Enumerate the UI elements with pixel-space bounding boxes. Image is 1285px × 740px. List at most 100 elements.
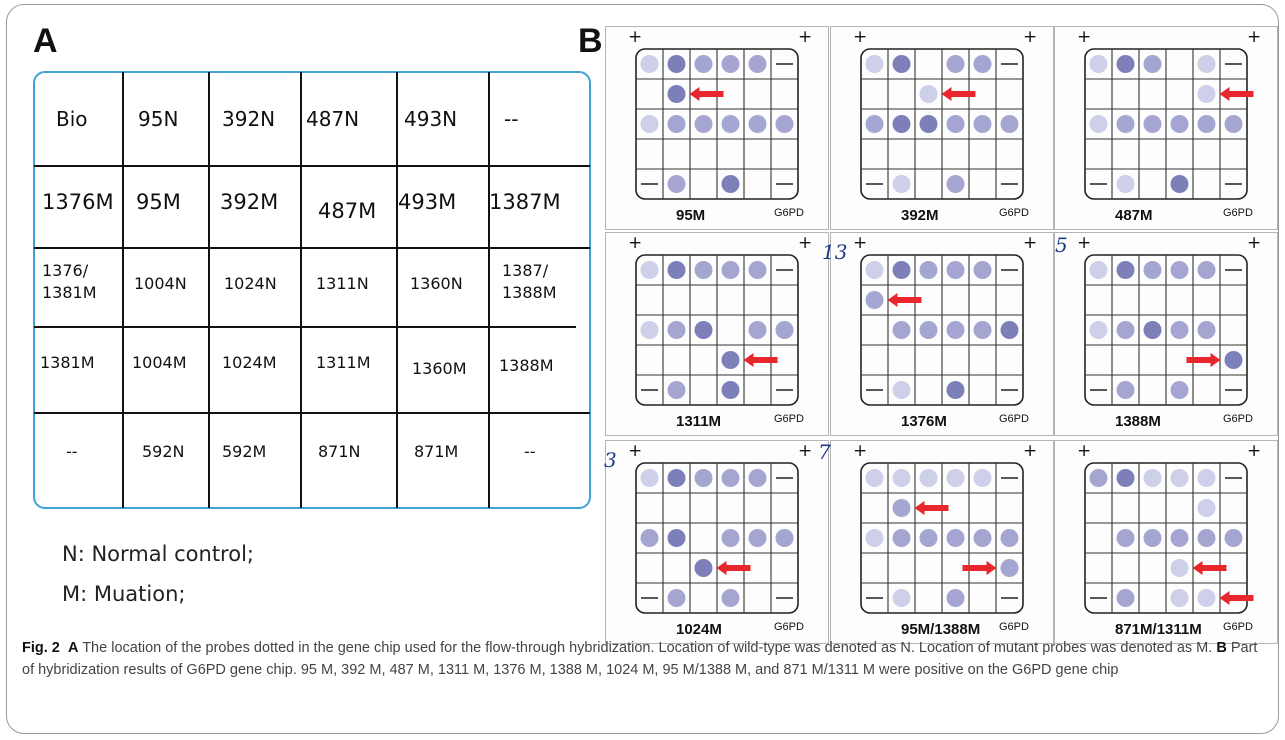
hybridization-dot bbox=[1170, 115, 1189, 133]
hybridization-dot bbox=[1170, 529, 1189, 547]
table-hline bbox=[34, 326, 576, 328]
table-cell: 95N bbox=[138, 107, 179, 131]
plus-mark: + bbox=[1023, 233, 1038, 253]
blot-grid bbox=[635, 254, 799, 406]
table-cell: 493N bbox=[404, 107, 458, 131]
hybridization-dot bbox=[892, 55, 911, 73]
hybridization-dot bbox=[694, 261, 713, 279]
hybridization-dot bbox=[721, 261, 740, 279]
hybridization-dot bbox=[1170, 469, 1189, 487]
figure-frame bbox=[6, 4, 1279, 734]
hybridization-dot bbox=[1000, 559, 1019, 577]
table-cell: -- bbox=[66, 442, 78, 461]
table-cell: 1004M bbox=[132, 353, 187, 372]
table-cell: 95M bbox=[136, 190, 181, 214]
hybridization-dot bbox=[694, 115, 713, 133]
hybridization-dot bbox=[1116, 529, 1135, 547]
table-cell: 1387M bbox=[489, 190, 561, 214]
hybridization-dot bbox=[1143, 469, 1162, 487]
hybridization-dot bbox=[721, 381, 740, 399]
hybridization-dot bbox=[667, 469, 686, 487]
table-cell: -- bbox=[524, 442, 536, 461]
hybridization-dot bbox=[748, 115, 767, 133]
plus-mark: + bbox=[1077, 27, 1092, 47]
hybridization-dot bbox=[667, 261, 686, 279]
caption-b-text: Part of hybridization results of G6PD ge… bbox=[22, 640, 1258, 678]
hybridization-dot bbox=[1089, 321, 1108, 339]
hybridization-dot bbox=[946, 321, 965, 339]
blot-label: 1376M bbox=[901, 413, 947, 430]
caption-a-letter: A bbox=[67, 640, 79, 656]
hybridization-dot bbox=[973, 115, 992, 133]
hybridization-dot bbox=[1116, 469, 1135, 487]
positive-arrow bbox=[962, 561, 997, 575]
hybridization-dot bbox=[640, 261, 659, 279]
blot-grid bbox=[860, 48, 1024, 200]
hybridization-dot bbox=[973, 321, 992, 339]
hybridization-dot bbox=[973, 469, 992, 487]
hybridization-dot bbox=[919, 469, 938, 487]
hybridization-dot bbox=[946, 175, 965, 193]
hybridization-dot bbox=[667, 529, 686, 547]
blot-grid bbox=[860, 254, 1024, 406]
plus-mark: + bbox=[798, 27, 813, 47]
handwritten-mark: 13 bbox=[822, 240, 848, 264]
hybridization-dot bbox=[892, 381, 911, 399]
table-cell: 1376/ 1381M bbox=[42, 261, 97, 302]
hybridization-dot bbox=[892, 321, 911, 339]
hybridization-dot bbox=[919, 115, 938, 133]
plus-mark: + bbox=[628, 233, 643, 253]
positive-arrow bbox=[1192, 561, 1227, 575]
hybridization-dot bbox=[1116, 261, 1135, 279]
hybridization-dot bbox=[1197, 589, 1216, 607]
hybridization-dot bbox=[721, 529, 740, 547]
table-cell: 1311N bbox=[316, 274, 369, 293]
blot-label: 1311M bbox=[676, 413, 722, 430]
plus-mark: + bbox=[1023, 27, 1038, 47]
blot-card: + +871M/1311M G6PD bbox=[1054, 440, 1278, 644]
handwritten-mark: 5 bbox=[1055, 233, 1068, 257]
blot-card: + +1311M G6PD bbox=[605, 232, 829, 436]
hybridization-dot bbox=[667, 175, 686, 193]
hybridization-dot bbox=[946, 589, 965, 607]
table-cell: 1311M bbox=[316, 353, 371, 372]
blot-card: + +1388M G6PD bbox=[1054, 232, 1278, 436]
hybridization-dot bbox=[640, 529, 659, 547]
blot-grid bbox=[1084, 48, 1254, 200]
hybridization-dot bbox=[919, 529, 938, 547]
blot-label: 1024M bbox=[676, 621, 722, 638]
hybridization-dot bbox=[1116, 381, 1135, 399]
hybridization-dot bbox=[1116, 321, 1135, 339]
handwritten-mark: 3 bbox=[604, 448, 617, 472]
hybridization-dot bbox=[694, 559, 713, 577]
hybridization-dot bbox=[865, 261, 884, 279]
hybridization-dot bbox=[1197, 115, 1216, 133]
positive-arrow bbox=[689, 87, 724, 101]
blot-grid bbox=[1084, 462, 1254, 614]
hybridization-dot bbox=[667, 589, 686, 607]
hybridization-dot bbox=[1224, 115, 1243, 133]
hybridization-dot bbox=[1170, 381, 1189, 399]
positive-arrow bbox=[914, 501, 949, 515]
blot-label: 487M bbox=[1115, 207, 1153, 224]
hybridization-dot bbox=[1197, 499, 1216, 517]
hybridization-dot bbox=[775, 115, 794, 133]
hybridization-dot bbox=[775, 529, 794, 547]
blot-card: + +392M G6PD bbox=[830, 26, 1054, 230]
gene-label: G6PD bbox=[999, 207, 1029, 219]
hybridization-dot bbox=[892, 589, 911, 607]
plus-mark: + bbox=[1023, 441, 1038, 461]
panel-a-letter: A bbox=[33, 22, 58, 60]
hybridization-dot bbox=[1170, 321, 1189, 339]
hybridization-dot bbox=[1197, 85, 1216, 103]
hybridization-dot bbox=[721, 115, 740, 133]
blot-card: + +95M/1388M G6PD bbox=[830, 440, 1054, 644]
gene-label: G6PD bbox=[774, 621, 804, 633]
hybridization-dot bbox=[721, 55, 740, 73]
hybridization-dot bbox=[748, 529, 767, 547]
hybridization-dot bbox=[1116, 589, 1135, 607]
plus-mark: + bbox=[1247, 27, 1262, 47]
probe-layout-table bbox=[33, 71, 591, 509]
hybridization-dot bbox=[892, 261, 911, 279]
positive-arrow bbox=[1186, 353, 1221, 367]
